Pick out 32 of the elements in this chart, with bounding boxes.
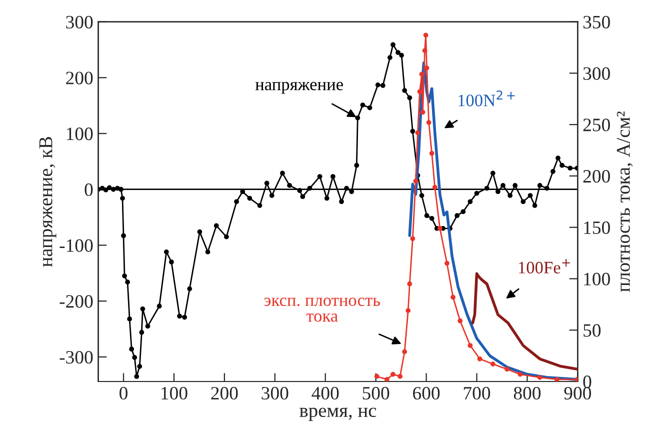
y-tick-label: -200	[60, 295, 93, 308]
annotation: 100Fe$^{+}$	[518, 259, 570, 274]
x-tick-label: 900	[564, 386, 592, 400]
x-tick-label: 0	[120, 386, 128, 400]
y-tick-label: -100	[60, 239, 93, 252]
y2-tick-label: 250	[583, 118, 610, 132]
annotation: 100N$^{2+}$	[458, 90, 515, 106]
y-axis-title: напряжение, кВ	[39, 136, 56, 267]
x-axis-title: время, нс	[300, 408, 376, 421]
y-tick-label: -300	[60, 350, 93, 364]
y-tick-label: 100	[66, 128, 93, 140]
y2-tick-label: 0	[583, 376, 592, 388]
y-tick-label: 200	[66, 72, 93, 84]
y2-tick-label: 150	[584, 221, 610, 234]
y2-tick-label: 100	[584, 272, 610, 286]
x-tick-label: 100	[162, 386, 188, 400]
annotation: напряжение	[255, 82, 343, 94]
x-tick-label: 400	[312, 386, 339, 400]
x-tick-label: 200	[211, 386, 238, 400]
y-tick-label: 300	[66, 16, 93, 28]
y2-tick-label: 300	[583, 67, 610, 80]
x-tick-label: 700	[464, 386, 490, 400]
y2-tick-label: 50	[584, 324, 601, 337]
x-tick-label: 600	[413, 386, 440, 400]
y2-axis-title: плотность тока, А/см²	[616, 112, 633, 292]
x-tick-label: 800	[514, 386, 541, 400]
x-tick-label: 500	[362, 386, 390, 400]
y-tick-label: 0	[84, 183, 93, 196]
annotation: эксп. плотность тока	[264, 298, 380, 322]
y2-tick-label: 350	[583, 16, 610, 28]
x-tick-label: 300	[262, 386, 288, 400]
y2-tick-label: 200	[583, 170, 610, 183]
